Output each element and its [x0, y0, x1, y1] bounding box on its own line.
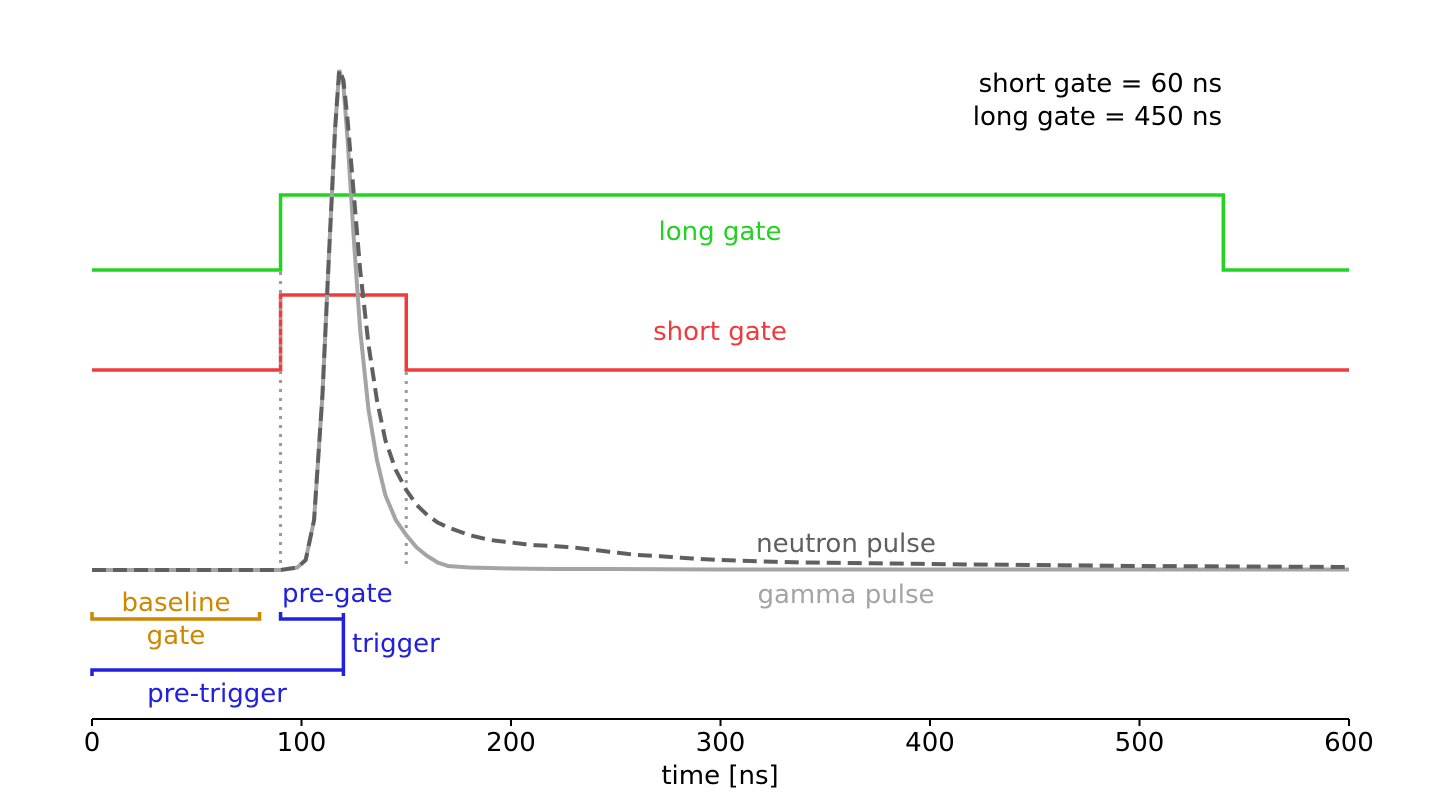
baseline-gate-label-line1: baseline [122, 588, 231, 618]
baseline-gate-bracket [90, 612, 262, 621]
trigger-label: trigger [352, 629, 440, 659]
pre-trigger-label: pre-trigger [147, 679, 287, 709]
x-axis-title: time [ns] [661, 761, 778, 791]
long-gate-trace [92, 193, 1349, 272]
timing-brackets: baseline gate pre-gate trigger pre-trigg… [90, 579, 440, 709]
pre-gate-label: pre-gate [282, 579, 393, 609]
x-tick-label: 300 [696, 728, 746, 758]
pre-gate-bracket [278, 612, 344, 621]
long-gate-label: long gate [658, 217, 781, 247]
neutron-pulse-label: neutron pulse [756, 529, 936, 559]
gamma-pulse-label: gamma pulse [757, 580, 934, 610]
annotation-long-gate: long gate = 450 ns [973, 102, 1222, 132]
annotation-short-gate: short gate = 60 ns [979, 69, 1222, 99]
x-axis-ticks: 0 100 200 300 400 500 600 [84, 719, 1374, 758]
x-tick-label: 200 [486, 728, 536, 758]
x-tick-label: 600 [1324, 728, 1374, 758]
x-tick-label: 400 [905, 728, 955, 758]
neutron-pulse-series [92, 69, 1350, 572]
short-gate-trace [92, 293, 1349, 372]
x-tick-label: 0 [84, 728, 101, 758]
baseline-gate-label-line2: gate [147, 621, 206, 651]
x-axis: 0 100 200 300 400 500 600 [84, 718, 1374, 758]
pre-trigger-bracket [90, 668, 344, 676]
x-tick-label: 500 [1115, 728, 1165, 758]
x-tick-label: 100 [277, 728, 327, 758]
short-gate-label: short gate [653, 317, 787, 347]
